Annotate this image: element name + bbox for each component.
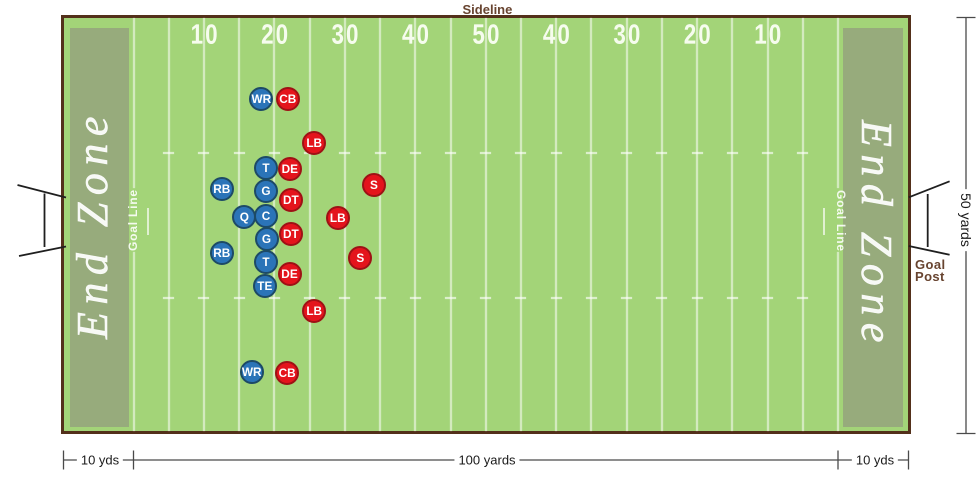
svg-text:50: 50 — [472, 19, 501, 50]
svg-text:40: 40 — [402, 19, 431, 50]
svg-text:30: 30 — [613, 19, 642, 50]
svg-text:10: 10 — [754, 19, 783, 50]
svg-text:20: 20 — [684, 19, 713, 50]
svg-text:10: 10 — [191, 19, 220, 50]
svg-text:20: 20 — [261, 19, 290, 50]
svg-text:30: 30 — [332, 19, 361, 50]
svg-text:40: 40 — [543, 19, 572, 50]
